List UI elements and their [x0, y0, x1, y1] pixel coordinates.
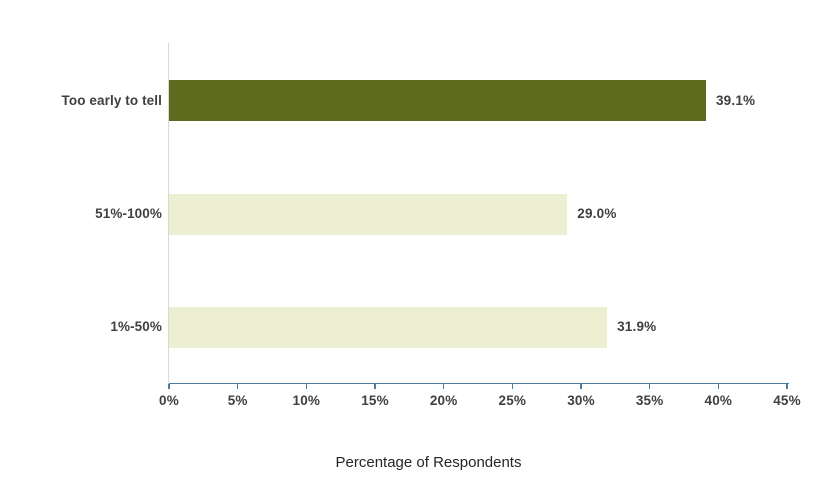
value-label: 39.1% [715, 92, 756, 108]
axis-tick-mark [305, 384, 308, 389]
axis-tick-label: 25% [498, 393, 527, 408]
axis-tick-label: 5% [227, 393, 248, 408]
axis-tick-label: 30% [567, 393, 595, 408]
axis-tick-label: 10% [292, 393, 321, 408]
axis-tick-label: 15% [361, 393, 389, 408]
chart-bar [169, 306, 608, 348]
axis-tick-mark [786, 384, 788, 389]
value-axis-line [169, 382, 789, 385]
x-axis-title: Percentage of Respondents [335, 454, 522, 471]
axis-tick-mark [717, 384, 720, 389]
axis-tick-label: 0% [159, 393, 179, 408]
chart-bar [169, 193, 568, 235]
value-label: 29.0% [577, 206, 617, 221]
category-axis-line [168, 43, 169, 384]
category-label: 1%-50% [110, 319, 162, 335]
axis-tick-mark [236, 384, 239, 389]
axis-tick-mark [168, 384, 170, 389]
axis-tick-mark [511, 384, 514, 389]
axis-tick-label: 45% [773, 393, 801, 408]
axis-tick-mark [442, 384, 445, 389]
category-label: 51%-100% [95, 206, 162, 221]
value-label: 31.9% [617, 319, 657, 335]
axis-tick-mark [648, 384, 651, 389]
axis-tick-label: 20% [429, 393, 458, 408]
chart-bar [169, 80, 706, 122]
axis-tick-mark [374, 384, 376, 389]
category-label: Too early to tell [61, 92, 162, 108]
axis-tick-mark [580, 384, 582, 389]
axis-tick-label: 35% [635, 393, 664, 408]
axis-tick-label: 40% [704, 393, 733, 408]
